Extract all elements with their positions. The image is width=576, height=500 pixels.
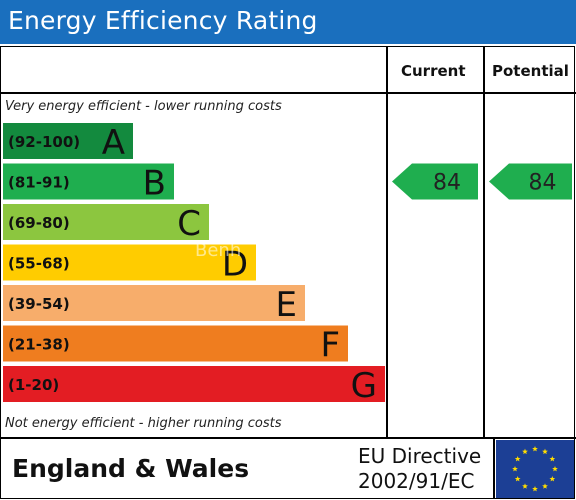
band-g-bar — [3, 366, 385, 402]
eu-star-icon — [512, 466, 518, 472]
band-e-range: (39-54) — [8, 295, 70, 313]
header-divider — [0, 92, 576, 94]
eu-star-icon — [549, 456, 556, 462]
eu-star-icon — [542, 448, 548, 455]
eu-flag-icon — [496, 440, 574, 498]
band-b-letter: B — [143, 164, 166, 204]
current-column-divider — [386, 46, 388, 438]
band-d-letter: D — [222, 245, 248, 285]
title-bar: Energy Efficiency Rating — [0, 0, 576, 44]
eu-star-icon — [532, 486, 538, 492]
eu-stars-icon — [512, 446, 558, 492]
potential-rating-value: 84 — [529, 171, 557, 196]
eu-star-icon — [522, 448, 528, 455]
current-column-header: Current — [401, 62, 466, 80]
band-g-letter: G — [351, 366, 377, 406]
band-a-letter: A — [102, 123, 125, 163]
chart-title: Energy Efficiency Rating — [8, 6, 318, 35]
eu-star-icon — [514, 456, 521, 462]
band-c-bar — [3, 204, 209, 240]
band-f-range: (21-38) — [8, 336, 70, 354]
chart-frame — [0, 46, 575, 499]
directive-line-2: 2002/91/EC — [358, 469, 475, 493]
eu-star-icon — [532, 446, 538, 452]
footer-divider — [0, 437, 576, 439]
band-b-bar — [3, 163, 174, 200]
band-c-letter: C — [177, 204, 201, 244]
watermark-text: Benh — [195, 240, 242, 261]
band-d-range: (55-68) — [8, 255, 70, 273]
current-rating-value: 84 — [433, 171, 461, 196]
band-a-range: (92-100) — [8, 133, 80, 151]
potential-rating-arrow — [489, 163, 572, 200]
band-c-range: (69-80) — [8, 214, 70, 232]
region-label: England & Wales — [12, 454, 250, 483]
band-a-bar — [3, 123, 133, 159]
band-g-range: (1-20) — [8, 376, 59, 394]
bottom-note: Not energy efficient - higher running co… — [5, 416, 282, 431]
eu-directive: EU Directive 2002/91/EC — [358, 444, 488, 494]
band-d-bar — [3, 244, 256, 281]
directive-line-1: EU Directive — [358, 444, 482, 468]
potential-column-divider — [483, 46, 485, 438]
current-rating-arrow — [392, 163, 478, 200]
band-f-bar — [3, 325, 348, 362]
eu-star-icon — [514, 476, 521, 482]
band-e-bar — [3, 285, 305, 321]
band-e-letter: E — [276, 285, 297, 325]
potential-column-header: Potential — [492, 62, 569, 80]
eu-star-icon — [522, 483, 528, 489]
eu-star-icon — [542, 483, 548, 489]
band-b-range: (81-91) — [8, 174, 70, 192]
band-f-letter: F — [320, 326, 340, 366]
top-note: Very energy efficient - lower running co… — [5, 99, 282, 114]
eu-star-icon — [552, 466, 558, 472]
eu-flag-divider — [493, 437, 495, 499]
eu-star-icon — [549, 476, 556, 482]
